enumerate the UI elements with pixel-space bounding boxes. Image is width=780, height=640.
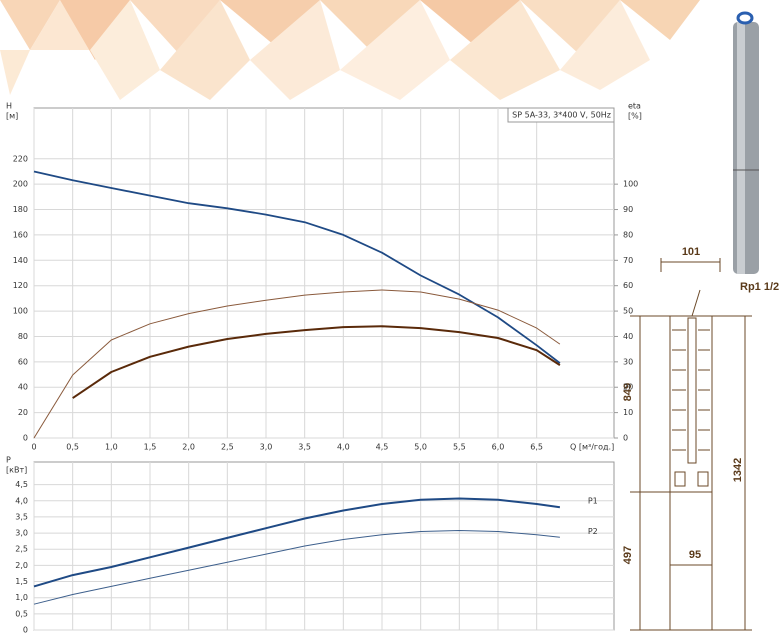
dim-diameter: 95 <box>689 549 701 561</box>
title-box <box>507 107 615 123</box>
series-line <box>33 497 561 588</box>
y-tick-label: 180 <box>13 205 28 214</box>
y2-tick-label: 0 <box>623 434 628 443</box>
x-tick-label: 0 <box>31 443 36 452</box>
plot-area <box>33 107 615 439</box>
y-tick-label: 60 <box>18 357 28 366</box>
y-tick-label: 3,0 <box>15 529 28 538</box>
y2-tick-label: 100 <box>623 180 638 189</box>
x-tick-label: 4,5 <box>376 443 389 452</box>
series-line <box>33 170 561 364</box>
y-tick-label: 1,5 <box>15 577 28 586</box>
y-axis-label: P <box>6 456 11 465</box>
y-tick-label: 3,5 <box>15 512 28 521</box>
x-tick-label: 5,5 <box>453 443 466 452</box>
x-tick-label: 6,0 <box>492 443 505 452</box>
y2-tick-label: 90 <box>623 205 633 214</box>
y2-tick-label: 10 <box>623 408 633 417</box>
y-tick-label: 2,5 <box>15 545 28 554</box>
y-tick-label: 2,0 <box>15 561 28 570</box>
y-tick-label: 4,0 <box>15 496 28 505</box>
dim-pump-height: 497 <box>622 546 634 564</box>
y-tick-label: 160 <box>13 230 28 239</box>
y-tick-label: 20 <box>18 408 28 417</box>
x-tick-label: 5,0 <box>414 443 427 452</box>
y2-tick-label: 50 <box>623 307 633 316</box>
x-tick-label: 3,5 <box>298 443 311 452</box>
y-tick-label: 140 <box>13 256 28 265</box>
dim-motor-height: 849 <box>622 383 634 401</box>
series-line <box>33 530 560 605</box>
background-pattern <box>0 0 700 100</box>
series-label: P1 <box>588 497 598 506</box>
x-axis-label: Q [м³/год.] <box>570 443 614 452</box>
y-tick-label: 0 <box>23 434 28 443</box>
x-tick-label: 6,5 <box>530 443 543 452</box>
dim-thread: Rp1 1/2 <box>740 281 779 293</box>
x-tick-label: 2,5 <box>221 443 234 452</box>
y2-tick-label: 40 <box>623 332 633 341</box>
y-tick-label: 100 <box>13 307 28 316</box>
dim-top-width: 101 <box>682 246 700 258</box>
dim-total-height: 1342 <box>732 458 744 482</box>
series-line <box>33 289 561 439</box>
series-line <box>72 325 561 399</box>
y-tick-label: 200 <box>13 180 28 189</box>
x-tick-label: 1,0 <box>105 443 118 452</box>
pump-photo <box>733 11 759 274</box>
y-tick-label: 120 <box>13 281 28 290</box>
y2-axis-label: [%] <box>628 112 642 121</box>
series-label: P2 <box>588 527 598 536</box>
y-tick-label: 80 <box>18 332 28 341</box>
chart-title: SP 5A-33, 3*400 V, 50Hz <box>512 111 611 120</box>
x-tick-label: 3,0 <box>260 443 273 452</box>
y-tick-label: 220 <box>13 154 28 163</box>
x-tick-label: 4,0 <box>337 443 350 452</box>
y2-axis-label: eta <box>628 102 641 111</box>
y-tick-label: 1,0 <box>15 593 28 602</box>
y2-tick-label: 30 <box>623 357 633 366</box>
y-axis-label: [м] <box>6 112 18 121</box>
y2-tick-label: 20 <box>623 383 633 392</box>
y2-tick-label: 80 <box>623 230 633 239</box>
plot-area <box>33 461 615 631</box>
x-tick-label: 2,0 <box>182 443 195 452</box>
y2-tick-label: 60 <box>623 281 633 290</box>
x-tick-label: 1,5 <box>144 443 157 452</box>
y-tick-label: 0,5 <box>15 609 28 618</box>
y-tick-label: 40 <box>18 383 28 392</box>
y-tick-label: 0 <box>23 626 28 635</box>
y2-tick-label: 70 <box>623 256 633 265</box>
y-axis-label: [кВт] <box>6 466 27 475</box>
x-tick-label: 0,5 <box>66 443 79 452</box>
y-tick-label: 4,5 <box>15 480 28 489</box>
y-axis-label: H <box>6 102 12 111</box>
pump-drawing: 101 Rp1 1/2 849 1342 497 95 <box>622 246 779 631</box>
